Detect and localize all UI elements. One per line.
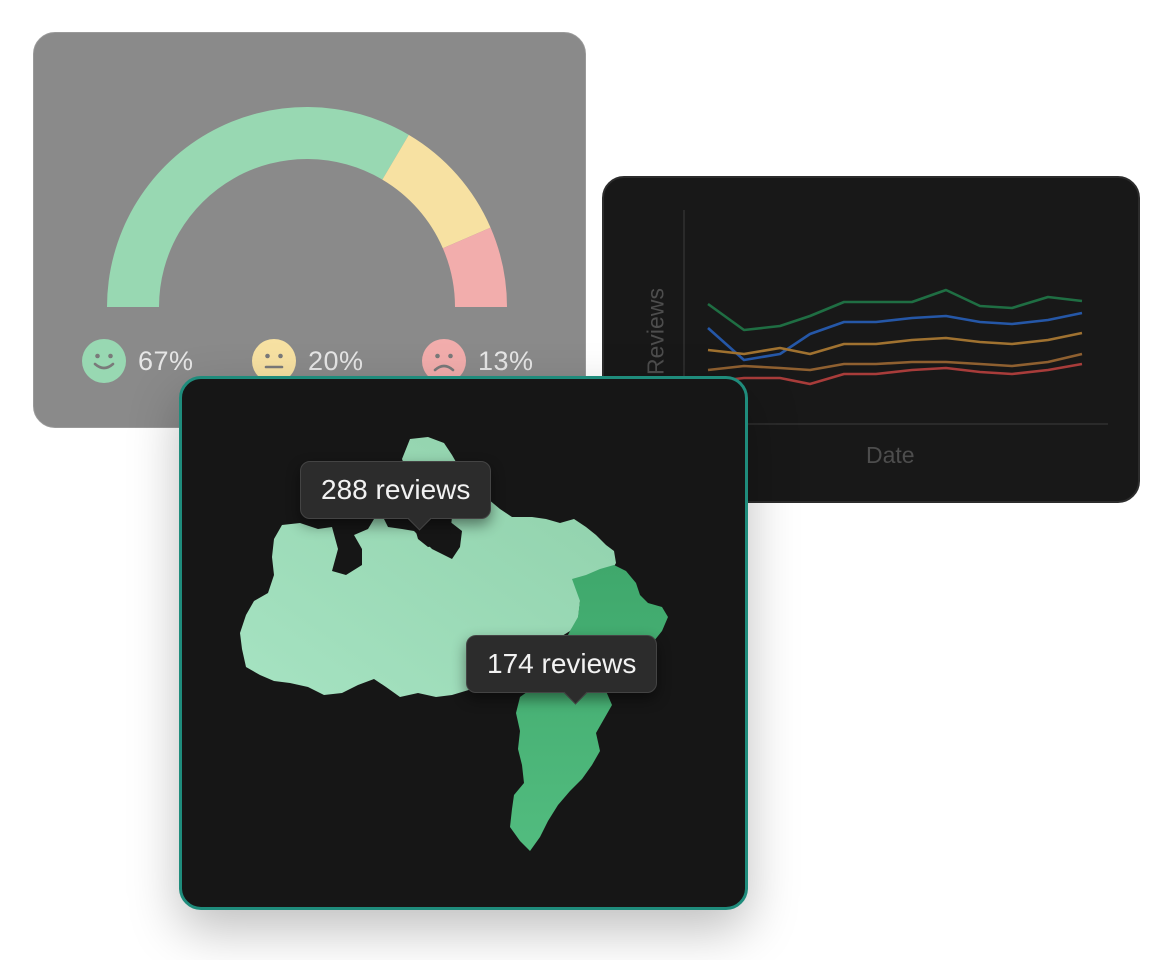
trend-series-line — [707, 311, 1083, 362]
reviews-region-map — [240, 437, 668, 851]
smiling-face-icon — [82, 339, 126, 383]
sentiment-gauge — [107, 106, 507, 307]
legend-positive: 67% — [82, 339, 194, 383]
legend-negative-percent: 13% — [478, 345, 534, 376]
y-axis-label: Reviews — [642, 288, 669, 375]
trend-series-line — [707, 362, 1083, 386]
trend-series-line — [707, 288, 1083, 332]
x-axis-label: Date — [866, 442, 915, 468]
map-region-light[interactable] — [240, 437, 616, 697]
reviews-map-card: 288 reviews 174 reviews — [179, 376, 748, 910]
trend-series-line — [707, 352, 1083, 372]
neutral-face-icon — [252, 339, 296, 383]
legend-positive-percent: 67% — [138, 345, 194, 376]
map-tooltip-2-label: 174 reviews — [487, 648, 637, 679]
reviews-trend-chart — [683, 210, 1108, 425]
legend-negative: 13% — [422, 339, 534, 383]
gauge-segment-positive — [107, 106, 409, 307]
legend-neutral: 20% — [252, 339, 364, 383]
sentiment-gauge-card: 67% 20% 13% — [33, 32, 586, 428]
frowning-face-icon — [422, 339, 466, 383]
map-tooltip-2: 174 reviews — [466, 635, 658, 705]
gauge-segment-negative — [442, 227, 507, 307]
legend-neutral-percent: 20% — [308, 345, 364, 376]
trend-series-line — [707, 331, 1083, 356]
map-tooltip-1: 288 reviews — [300, 461, 492, 531]
gauge-segment-neutral — [382, 134, 491, 249]
map-tooltip-1-label: 288 reviews — [321, 474, 471, 505]
